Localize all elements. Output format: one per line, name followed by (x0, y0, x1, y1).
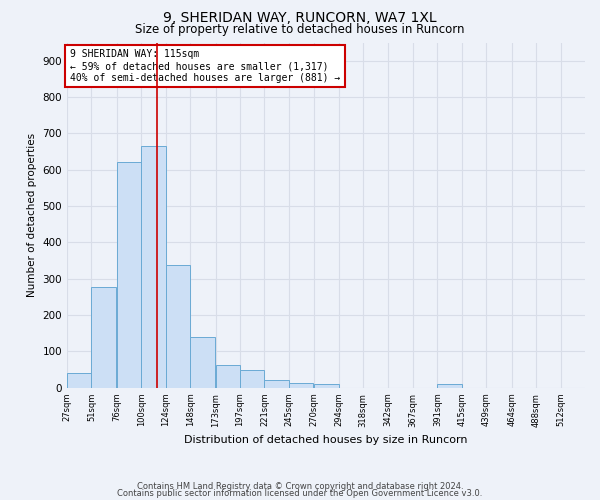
Bar (437, 384, 462, 388)
Bar (314, 384, 339, 388)
Bar (265, 380, 289, 388)
Bar (166, 266, 190, 388)
Text: Contains public sector information licensed under the Open Government Licence v3: Contains public sector information licen… (118, 488, 482, 498)
Bar (240, 370, 265, 388)
Text: Contains HM Land Registry data © Crown copyright and database right 2024.: Contains HM Land Registry data © Crown c… (137, 482, 463, 491)
Bar (142, 146, 166, 388)
X-axis label: Distribution of detached houses by size in Runcorn: Distribution of detached houses by size … (184, 435, 468, 445)
Bar (190, 337, 215, 388)
Text: 9 SHERIDAN WAY: 115sqm
← 59% of detached houses are smaller (1,317)
40% of semi-: 9 SHERIDAN WAY: 115sqm ← 59% of detached… (70, 50, 340, 82)
Bar (289, 384, 313, 388)
Text: Size of property relative to detached houses in Runcorn: Size of property relative to detached ho… (135, 22, 465, 36)
Bar (117, 162, 142, 388)
Bar (91, 287, 116, 388)
Text: 9, SHERIDAN WAY, RUNCORN, WA7 1XL: 9, SHERIDAN WAY, RUNCORN, WA7 1XL (163, 11, 437, 25)
Bar (67, 372, 91, 388)
Bar (215, 366, 240, 388)
Y-axis label: Number of detached properties: Number of detached properties (27, 133, 37, 297)
